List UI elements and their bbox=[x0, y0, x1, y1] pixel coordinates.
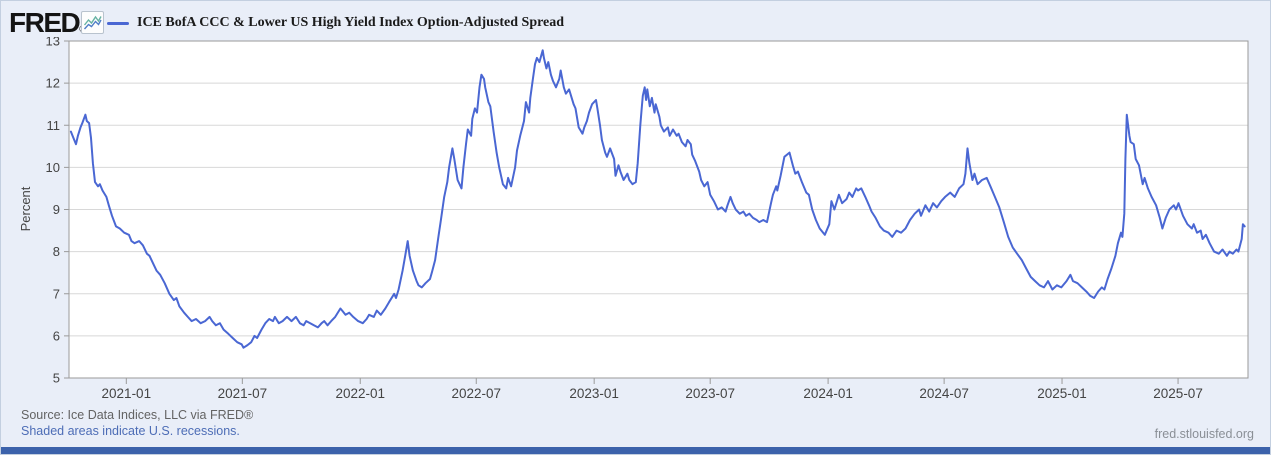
y-tick-label: 7 bbox=[53, 286, 60, 301]
y-tick-label: 8 bbox=[53, 244, 60, 259]
x-tick-label: 2023-01 bbox=[569, 386, 619, 401]
plot-border bbox=[68, 40, 1249, 379]
y-tick-label: 10 bbox=[46, 160, 60, 175]
y-tick-label: 5 bbox=[53, 371, 60, 386]
sparkline-icon-svg bbox=[83, 15, 102, 30]
fred-sparkline-icon bbox=[81, 11, 104, 34]
line-chart-plot[interactable]: 5 6 7 8 9 10 11 12 13 2021-01 2021-07 2022-01 2022-0… bbox=[1, 37, 1271, 402]
x-tick-label: 2021-07 bbox=[218, 386, 268, 401]
source-attribution: Source: Ice Data Indices, LLC via FRED® bbox=[21, 408, 254, 422]
x-tick-label: 2025-01 bbox=[1037, 386, 1087, 401]
chart-legend: ICE BofA CCC & Lower US High Yield Index… bbox=[107, 15, 564, 31]
y-tick-label: 12 bbox=[46, 76, 60, 91]
x-tick-label: 2025-07 bbox=[1153, 386, 1203, 401]
x-tick-label: 2022-07 bbox=[451, 386, 501, 401]
legend-series-label: ICE BofA CCC & Lower US High Yield Index… bbox=[137, 15, 565, 30]
x-tick-label: 2022-01 bbox=[335, 386, 385, 401]
y-tick-label: 11 bbox=[47, 118, 61, 133]
x-tick-label: 2023-07 bbox=[685, 386, 735, 401]
x-tick-label: 2024-07 bbox=[919, 386, 969, 401]
fred-logo-text: FRED bbox=[9, 7, 81, 38]
bottom-accent-bar bbox=[1, 447, 1270, 454]
y-tick-label: 9 bbox=[53, 202, 60, 217]
fred-logo[interactable]: FRED® bbox=[9, 7, 86, 39]
x-tick-label: 2024-01 bbox=[803, 386, 853, 401]
legend-line-swatch bbox=[107, 21, 129, 25]
y-tick-label: 6 bbox=[53, 328, 60, 343]
data-series-line bbox=[69, 49, 1246, 349]
recession-note-link[interactable]: Shaded areas indicate U.S. recessions. bbox=[21, 424, 240, 438]
x-tick-label: 2021-01 bbox=[102, 386, 152, 401]
fred-site-link[interactable]: fred.stlouisfed.org bbox=[1154, 427, 1254, 441]
y-tick-label: 13 bbox=[46, 37, 60, 49]
